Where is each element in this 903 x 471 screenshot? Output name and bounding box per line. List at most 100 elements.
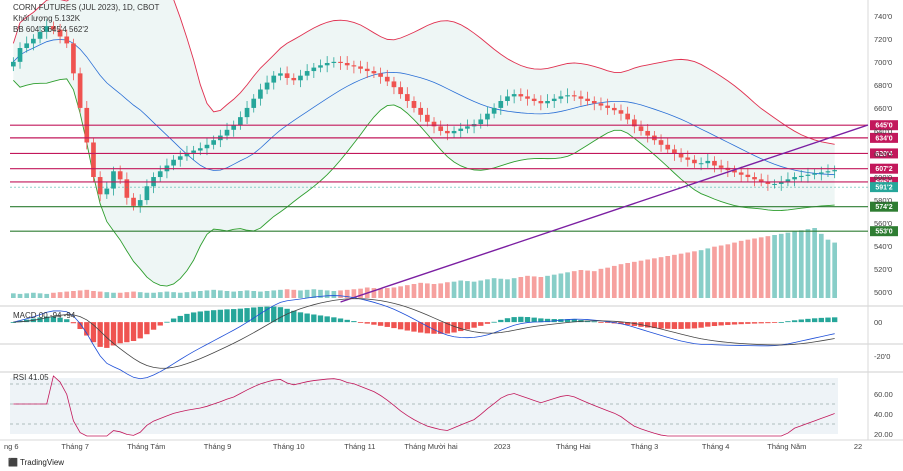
candle-body bbox=[685, 157, 691, 160]
candle-body bbox=[765, 181, 771, 184]
candle-body bbox=[812, 173, 817, 175]
volume-bar bbox=[698, 250, 704, 298]
macd-histogram-bar bbox=[417, 322, 424, 333]
brand-text: TradingView bbox=[20, 458, 65, 467]
volume-bar bbox=[311, 289, 317, 298]
macd-histogram-bar bbox=[504, 318, 511, 323]
resistance-tag-text: 645'0 bbox=[875, 123, 892, 130]
candle-body bbox=[364, 68, 370, 72]
volume-bar bbox=[678, 253, 684, 298]
time-tick-label: Tháng Mười hai bbox=[404, 442, 458, 451]
volume-bar bbox=[632, 261, 637, 298]
candle-body bbox=[231, 125, 237, 130]
rsi-tick-label: 40.00 bbox=[874, 410, 893, 419]
macd-histogram-bar bbox=[438, 322, 444, 334]
volume-bar bbox=[832, 242, 837, 298]
macd-histogram-bar bbox=[377, 322, 384, 326]
candle-body bbox=[184, 152, 190, 157]
volume-bar bbox=[117, 292, 123, 298]
candle-body bbox=[351, 65, 357, 67]
candle-body bbox=[672, 149, 677, 154]
macd-histogram-bar bbox=[64, 319, 70, 323]
macd-histogram-bar bbox=[157, 322, 163, 326]
volume-bar bbox=[11, 293, 16, 298]
support-tag bbox=[870, 226, 898, 237]
macd-histogram-bar bbox=[818, 317, 824, 323]
volume-bar bbox=[51, 292, 56, 298]
candle-body bbox=[318, 65, 323, 68]
time-tick-label: Tháng 9 bbox=[204, 442, 232, 451]
candle-body bbox=[718, 165, 724, 168]
resistance-tag-text: 607'2 bbox=[875, 166, 892, 173]
volume-bar bbox=[398, 286, 403, 298]
macd-histogram-bar bbox=[124, 322, 130, 343]
last-price-tag-text: 591'2 bbox=[875, 185, 892, 192]
volume-bar bbox=[184, 292, 190, 298]
macd-histogram-bar bbox=[190, 312, 197, 323]
macd-histogram-bar bbox=[431, 322, 437, 334]
volume-bar bbox=[712, 246, 717, 298]
volume-bar bbox=[298, 290, 303, 298]
volume-bar bbox=[44, 293, 50, 298]
candle-body bbox=[658, 140, 664, 145]
volume-bar bbox=[64, 291, 70, 298]
candle-body bbox=[104, 188, 110, 195]
macd-histogram-bar bbox=[618, 322, 624, 325]
volume-bar bbox=[425, 283, 430, 298]
candle-body bbox=[832, 170, 837, 172]
candle-body bbox=[465, 126, 470, 129]
volume-bar bbox=[77, 290, 83, 298]
time-tick-label: 22 bbox=[854, 442, 862, 451]
volume-bar bbox=[818, 233, 824, 298]
macd-histogram-bar bbox=[204, 310, 210, 323]
price-tick-label: 560'0 bbox=[874, 219, 892, 228]
candle-body bbox=[144, 186, 150, 201]
candle-body bbox=[304, 71, 310, 76]
volume-bar bbox=[718, 245, 724, 298]
volume-bar bbox=[291, 289, 297, 298]
candle-body bbox=[177, 156, 183, 160]
macd-histogram-bar bbox=[144, 322, 150, 335]
volume-bar bbox=[672, 254, 677, 298]
tradingview-brand[interactable]: ⬛ TradingView bbox=[8, 458, 64, 467]
macd-histogram-bar bbox=[745, 322, 751, 324]
candle-body bbox=[805, 174, 811, 176]
volume-bar bbox=[652, 258, 657, 298]
candle-body bbox=[358, 66, 363, 69]
volume-bar bbox=[344, 289, 350, 298]
macd-histogram-bar bbox=[811, 318, 818, 323]
macd-tick-label: -20'0 bbox=[874, 352, 890, 361]
price-tick-label: 540'0 bbox=[874, 242, 892, 251]
volume-bar bbox=[264, 291, 270, 298]
candle-body bbox=[338, 61, 343, 63]
volume-bar bbox=[485, 279, 490, 298]
price-tick-label: 740'0 bbox=[874, 12, 892, 21]
volume-bar bbox=[211, 289, 216, 298]
volume-bar bbox=[665, 256, 671, 298]
bb-label: BB 604'3 645'4 562'2 bbox=[13, 25, 89, 34]
volume-bar bbox=[351, 289, 357, 298]
volume-bar bbox=[732, 242, 737, 298]
logo-icon: ⬛ bbox=[8, 458, 21, 467]
macd-histogram-bar bbox=[357, 322, 364, 323]
macd-histogram-bar bbox=[277, 307, 284, 323]
price-tick-label: 600'0 bbox=[874, 173, 892, 182]
candle-body bbox=[678, 154, 684, 158]
macd-histogram-bar bbox=[518, 316, 524, 323]
volume-bar bbox=[705, 248, 711, 298]
candle-body bbox=[244, 107, 250, 118]
macd-histogram-bar bbox=[397, 322, 404, 330]
volume-bar bbox=[157, 292, 163, 298]
volume-bar bbox=[391, 287, 397, 298]
trend-line bbox=[340, 124, 869, 303]
price-tick-label: 680'0 bbox=[874, 81, 892, 90]
macd-histogram-bar bbox=[391, 322, 397, 329]
macd-histogram-bar bbox=[404, 322, 410, 331]
macd-histogram-bar bbox=[825, 317, 831, 323]
macd-histogram-bar bbox=[291, 310, 297, 323]
macd-histogram-bar bbox=[751, 322, 758, 324]
volume-bar bbox=[144, 292, 150, 298]
candle-body bbox=[565, 95, 570, 97]
macd-histogram-bar bbox=[311, 314, 317, 323]
